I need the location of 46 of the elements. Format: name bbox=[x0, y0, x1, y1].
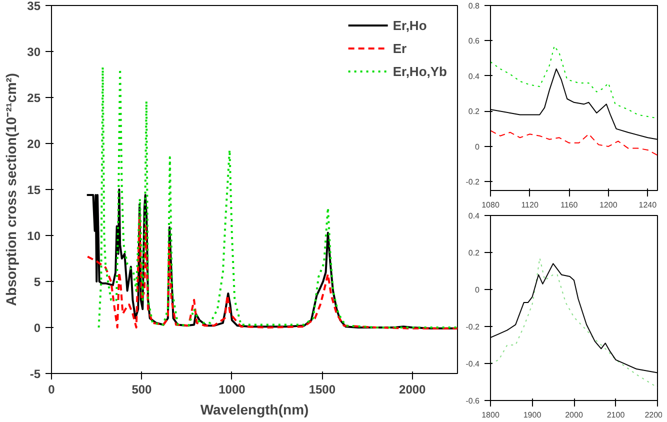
x-tick-label: 1200 bbox=[599, 200, 618, 210]
line-series bbox=[490, 46, 658, 119]
y-tick-label: 0.8 bbox=[468, 2, 480, 10]
y-tick-label: 25 bbox=[27, 91, 41, 105]
legend-label: Er,Ho bbox=[392, 18, 427, 32]
x-tick-label: 1800 bbox=[482, 410, 500, 420]
legend-label: Er,Ho,Yb bbox=[392, 64, 447, 78]
x-tick-label: 2000 bbox=[565, 410, 584, 420]
x-tick-label: 1900 bbox=[523, 410, 542, 420]
x-axis-title: Wavelength(nm) bbox=[200, 402, 309, 418]
x-tick-label: 1120 bbox=[521, 200, 539, 210]
line-series bbox=[98, 66, 458, 328]
y-axis-title: Absorption cross section(10⁻²¹cm²) bbox=[3, 73, 20, 306]
x-tick-label: 2000 bbox=[399, 382, 426, 396]
y-tick-label: -0.2 bbox=[466, 322, 480, 332]
y-tick-label: 15 bbox=[27, 183, 41, 197]
y-tick-label: 0.4 bbox=[468, 212, 480, 220]
x-tick-label: 500 bbox=[132, 382, 152, 396]
y-tick-label: 0 bbox=[475, 142, 480, 152]
y-tick-label: -0.4 bbox=[466, 360, 480, 368]
line-series bbox=[490, 130, 658, 156]
y-tick-label: -0.6 bbox=[466, 396, 480, 406]
y-tick-label: 0.4 bbox=[468, 72, 480, 81]
x-tick-label: 2200 bbox=[644, 410, 664, 420]
x-tick-label: 1000 bbox=[218, 382, 246, 396]
x-tick-label: 1500 bbox=[308, 382, 336, 396]
line-series bbox=[86, 216, 458, 330]
x-tick-label: 1080 bbox=[482, 200, 500, 210]
y-tick-label: 10 bbox=[27, 229, 41, 243]
x-tick-label: 1160 bbox=[560, 200, 578, 210]
x-tick-label: 1240 bbox=[638, 200, 658, 210]
y-tick-label: 0.6 bbox=[468, 36, 480, 46]
legend-label: Er bbox=[392, 40, 408, 56]
line-series bbox=[490, 258, 658, 388]
x-tick-label: 2100 bbox=[606, 410, 626, 420]
y-tick-label: -5 bbox=[30, 367, 41, 381]
y-tick-label: 0.2 bbox=[468, 107, 480, 116]
y-tick-label: 0 bbox=[475, 286, 480, 294]
y-tick-label: -0.2 bbox=[466, 178, 480, 187]
y-tick-label: 0 bbox=[34, 321, 41, 335]
y-tick-label: 5 bbox=[34, 275, 41, 289]
x-tick-label: 0 bbox=[48, 382, 56, 396]
y-tick-label: 30 bbox=[27, 45, 41, 59]
y-tick-label: 0.2 bbox=[468, 248, 480, 258]
y-tick-label: 35 bbox=[27, 0, 41, 13]
y-tick-label: 20 bbox=[27, 137, 41, 151]
